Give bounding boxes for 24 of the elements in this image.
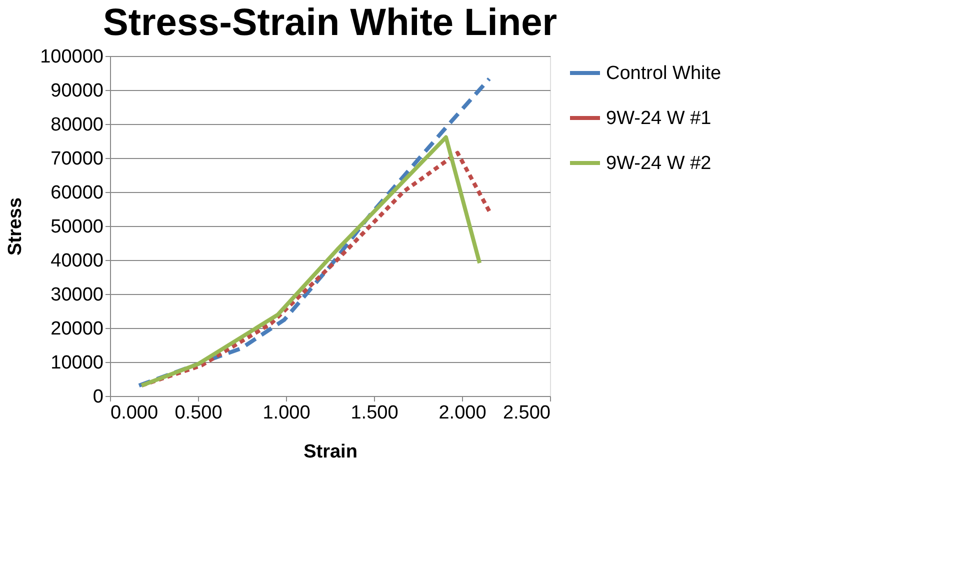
x-tick-label: 1.000	[262, 402, 310, 424]
x-tick-label: 0.500	[174, 402, 222, 424]
y-tick-label: 100000	[40, 46, 104, 68]
chart-title: Stress-Strain White Liner	[103, 2, 558, 44]
y-tick-label: 80000	[50, 114, 104, 136]
x-tick-label: 1.500	[350, 402, 398, 424]
y-tick-label: 0	[92, 386, 104, 408]
y-tick-label: 20000	[50, 318, 104, 340]
x-tick-label: 2.000	[438, 402, 486, 424]
legend-label: 9W-24 W #2	[606, 153, 712, 174]
line-series	[137, 76, 492, 388]
y-tick-label: 40000	[50, 250, 104, 272]
x-tick-label: 2.500	[502, 402, 550, 424]
legend-label: 9W-24 W #1	[606, 108, 712, 129]
y-tick-label: 30000	[50, 284, 104, 306]
y-tick-label: 90000	[50, 80, 104, 102]
y-axis-title: Stress	[5, 197, 26, 256]
y-tick-label: 50000	[50, 216, 104, 238]
x-axis-title: Strain	[304, 442, 358, 462]
x-tick-label: 0.000	[110, 402, 158, 424]
y-tick-label: 70000	[50, 148, 104, 170]
y-tick-label: 10000	[50, 352, 104, 374]
legend-label: Control White	[606, 63, 722, 84]
y-tick-label: 60000	[50, 182, 104, 204]
